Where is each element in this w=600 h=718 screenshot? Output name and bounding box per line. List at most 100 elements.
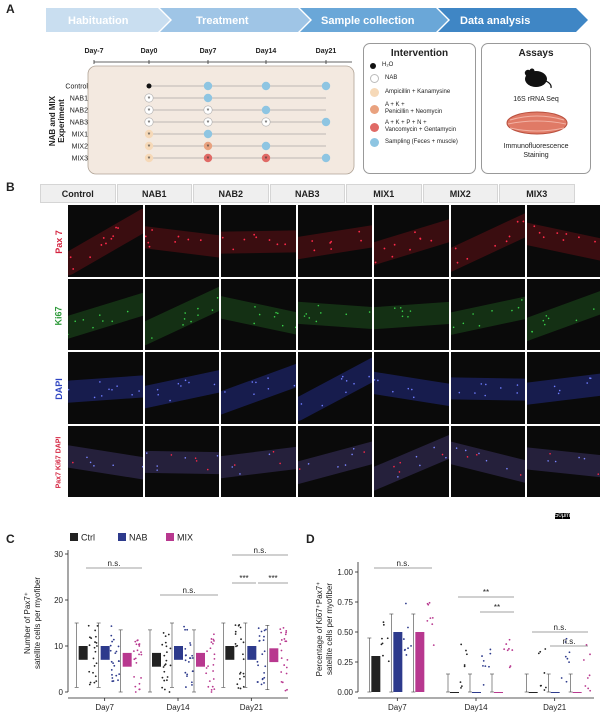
y-tick-label: 0: [59, 688, 64, 697]
data-point: [482, 659, 485, 662]
data-point: [206, 650, 208, 653]
data-point: [407, 647, 409, 650]
data-point: [93, 681, 96, 684]
timeline-marker: [261, 141, 271, 151]
data-point: [191, 654, 194, 657]
data-point: [280, 671, 283, 673]
data-point: [387, 660, 390, 663]
row-label-2: DAPI: [54, 378, 65, 400]
data-point: [506, 649, 509, 652]
data-point: [585, 643, 588, 646]
data-point: [544, 648, 547, 650]
intervention-item-label: A + K + Penicillin + Neomycin: [385, 102, 443, 115]
data-point: [212, 678, 215, 680]
data-point: [508, 647, 510, 650]
data-point: [242, 658, 245, 661]
data-point: [134, 657, 137, 660]
timeline-group-mix2: MIX2: [72, 144, 88, 151]
data-point: [481, 655, 483, 657]
data-point: [184, 659, 187, 662]
significance-label: **: [483, 588, 489, 597]
data-point: [459, 681, 462, 684]
data-point: [164, 641, 167, 644]
data-point: [212, 664, 215, 666]
data-point: [465, 649, 467, 652]
legend-swatch-nab: [118, 533, 126, 541]
timeline-marker: [261, 153, 271, 163]
assay-if: Immunofluorescence Staining: [503, 143, 569, 159]
micrograph-nab3-row2: [297, 352, 372, 424]
data-point: [565, 637, 568, 640]
data-point: [162, 666, 165, 668]
micrograph-nab3-row0: [297, 205, 372, 277]
data-point: [110, 669, 113, 671]
intervention-item-4: A + K + P + N + Vancomycin + Gentamycin: [370, 120, 475, 134]
data-point: [140, 653, 143, 656]
y-tick-label: 0.25: [337, 658, 353, 667]
legend-dot-icon: [370, 62, 376, 69]
data-point: [210, 691, 213, 693]
data-point: [95, 680, 98, 682]
data-point: [164, 635, 167, 638]
timeline-group-mix1: MIX1: [72, 132, 88, 139]
data-point: [263, 635, 265, 638]
data-point: [189, 642, 191, 644]
timeline-marker: [203, 153, 213, 163]
data-point: [465, 653, 468, 656]
significance-label: n.s.: [397, 559, 410, 568]
data-point: [431, 617, 434, 619]
data-point: [209, 647, 212, 650]
x-tick-label: Day7: [388, 703, 407, 712]
micrograph-nab2-row1: [221, 279, 296, 350]
legend-dot-icon: [370, 104, 379, 114]
data-point: [94, 635, 97, 638]
data-point: [257, 681, 259, 683]
timeline-background: [87, 65, 355, 175]
legend-label-mix: MIX: [177, 533, 193, 543]
significance-label: n.s.: [254, 546, 267, 555]
data-point: [380, 643, 383, 646]
data-point: [285, 640, 288, 643]
data-point: [237, 687, 240, 689]
data-point: [190, 681, 193, 684]
data-point: [566, 657, 569, 660]
micrograph-control-row0: [68, 205, 143, 277]
data-point: [113, 664, 116, 667]
data-point: [163, 688, 166, 691]
data-point: [242, 672, 245, 675]
data-point: [183, 625, 185, 628]
micrograph-mix2-row3: [450, 426, 525, 497]
data-point: [482, 664, 484, 667]
micrograph-nab3-row3: [297, 426, 372, 497]
micrograph-mix3-row2: [527, 352, 600, 424]
data-point: [262, 639, 265, 642]
data-point: [211, 685, 214, 688]
micrograph-nab2-row0: [221, 205, 296, 277]
data-point: [564, 655, 567, 658]
svg-text:*: *: [265, 120, 268, 127]
significance-label: ***: [239, 574, 248, 583]
bar-ctrl-day21: [528, 692, 538, 693]
data-point: [263, 676, 266, 679]
y-tick-label: 1.00: [337, 568, 353, 577]
intervention-item-2: Ampicillin + Kanamysine: [370, 88, 475, 97]
micrograph-mix3-row3: [527, 426, 600, 497]
data-point: [212, 638, 215, 641]
timeline-marker: [321, 81, 331, 91]
data-point: [96, 624, 99, 627]
y-tick-label: 30: [54, 550, 63, 559]
data-point: [205, 672, 208, 675]
panel-label-b: B: [6, 180, 15, 194]
data-point: [284, 633, 287, 636]
intervention-title: Intervention: [390, 48, 449, 59]
micrograph-nab3-row1: [297, 279, 372, 350]
data-point: [239, 678, 241, 680]
data-point: [166, 676, 169, 678]
data-point: [212, 642, 214, 645]
data-point: [213, 653, 216, 656]
micrograph-mix1-row2: [374, 352, 449, 424]
data-point: [463, 665, 466, 668]
timeline-marker: [203, 93, 213, 103]
data-point: [239, 687, 242, 690]
data-point: [234, 643, 237, 645]
